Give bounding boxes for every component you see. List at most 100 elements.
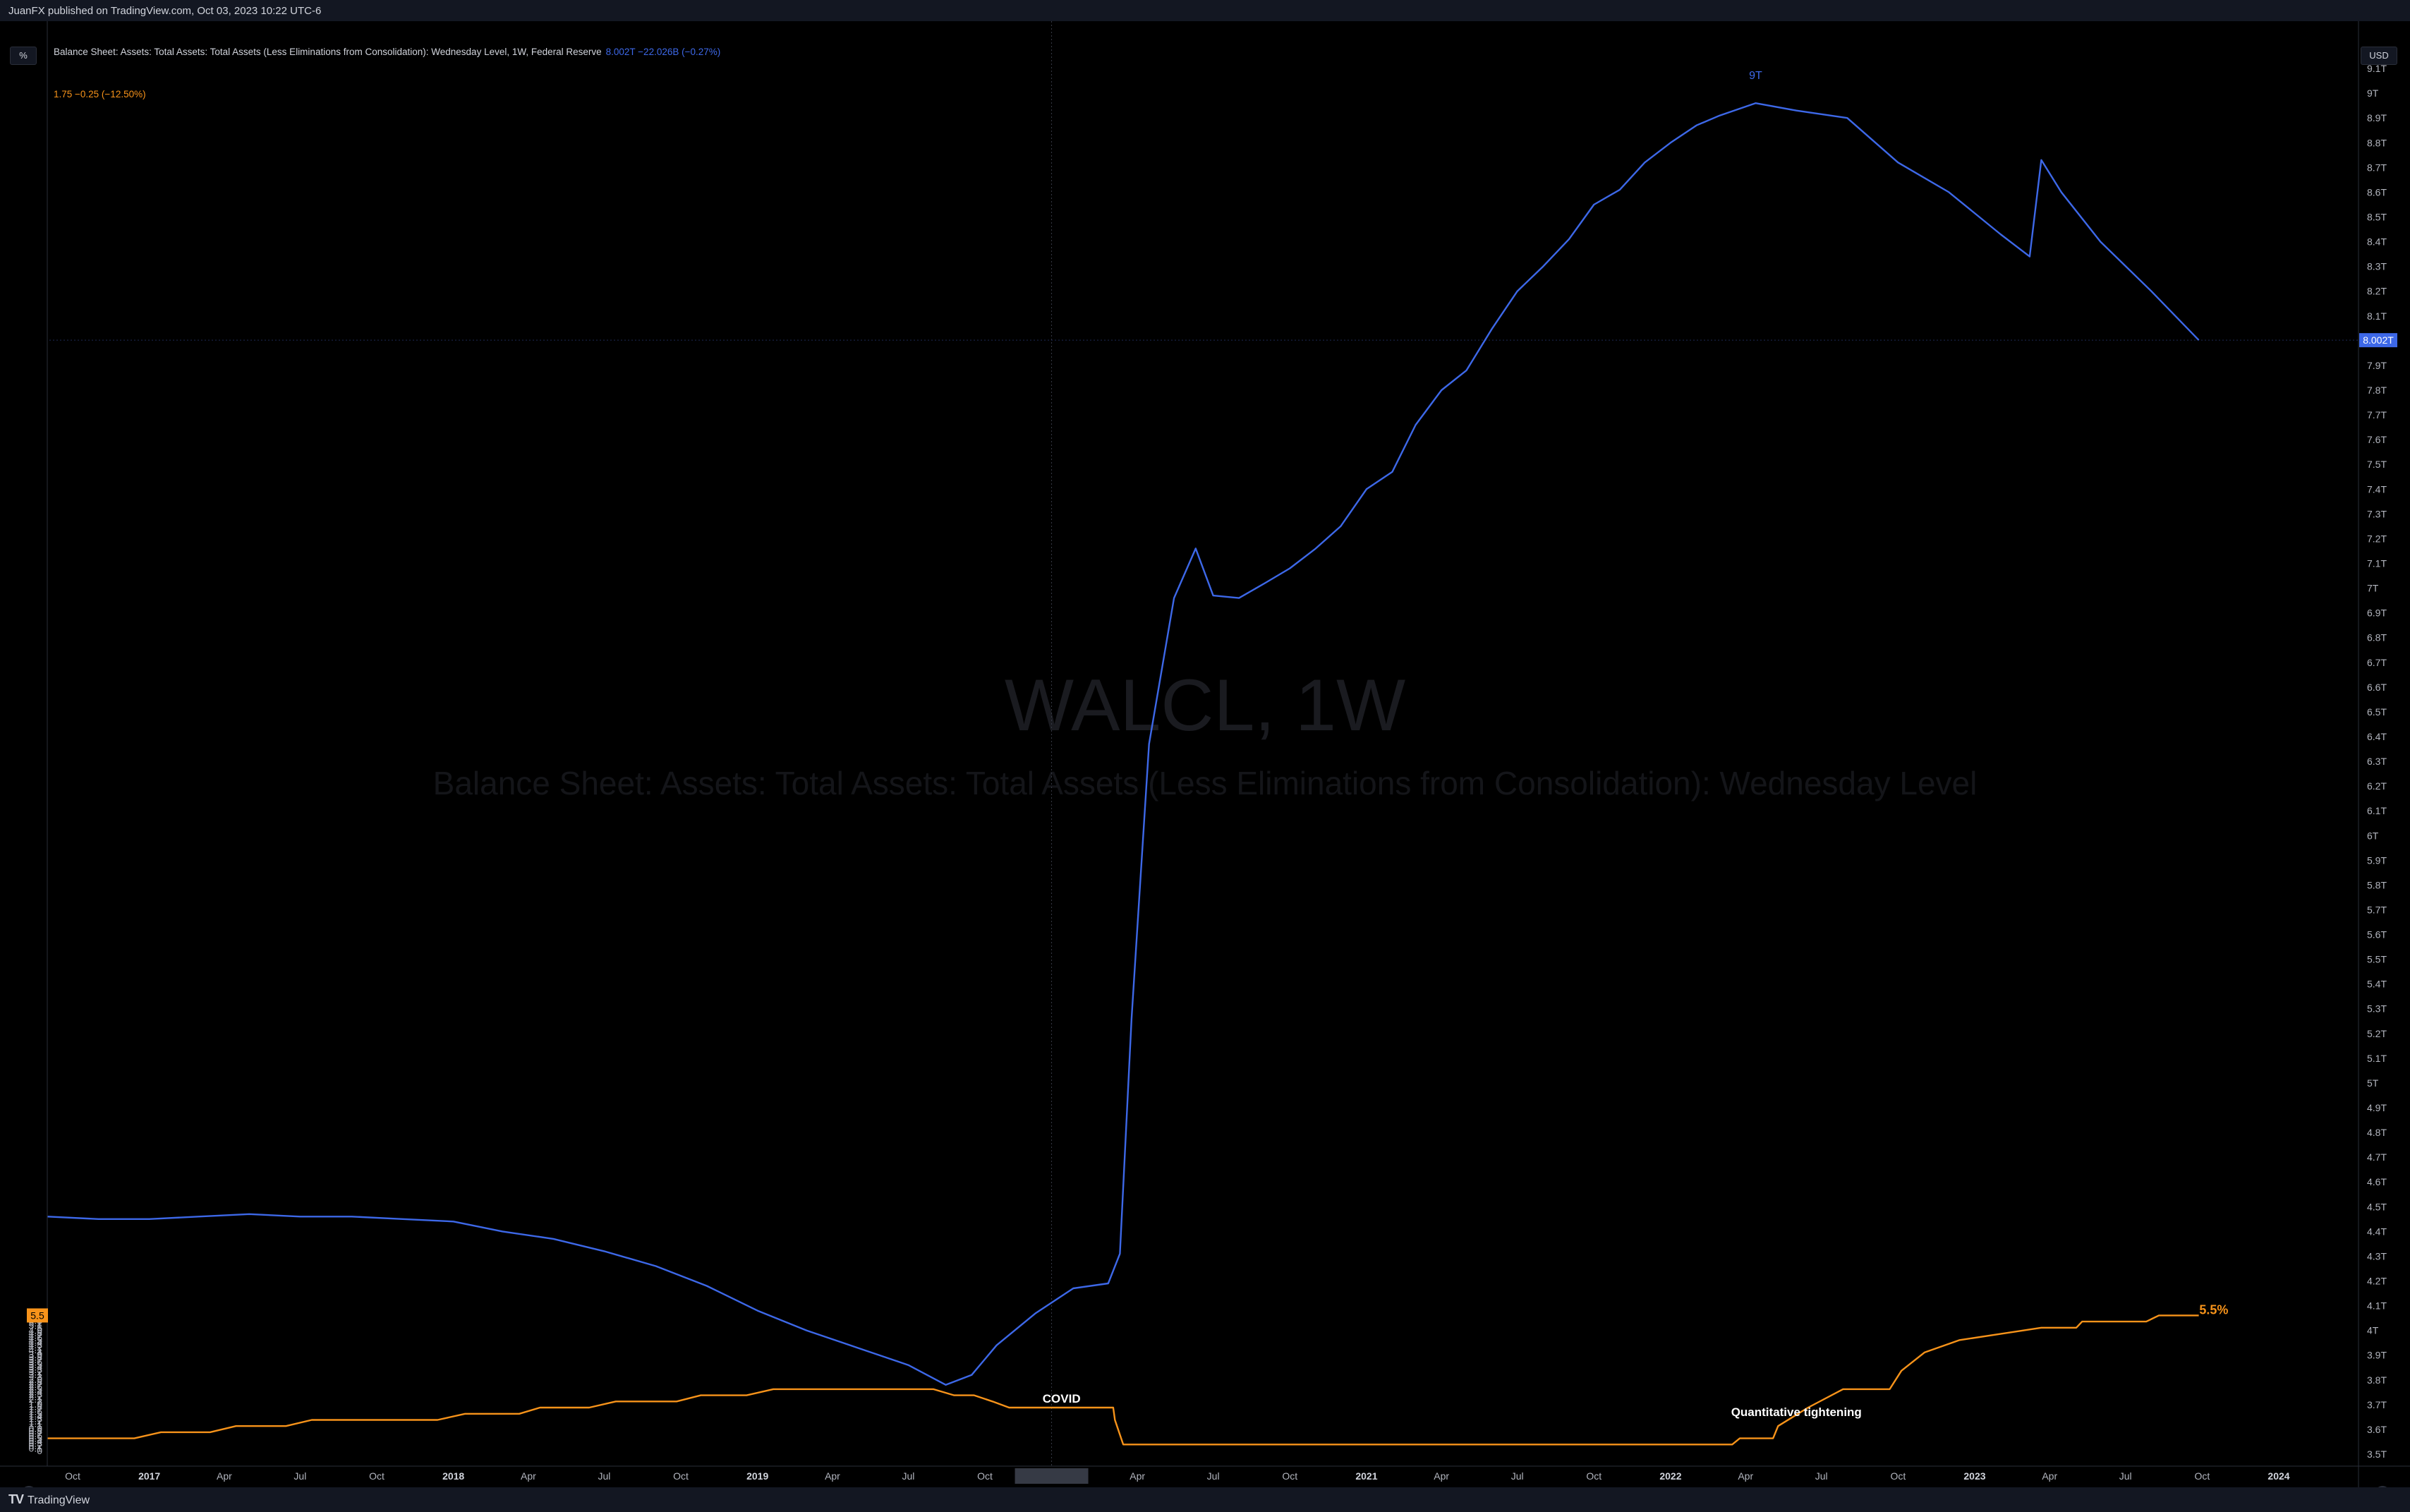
last-value-usd: 8.002T bbox=[2363, 334, 2394, 346]
right-tick-label: 7T bbox=[2367, 583, 2379, 594]
right-tick-label: 7.5T bbox=[2367, 459, 2387, 470]
right-tick-label: 4.9T bbox=[2367, 1102, 2387, 1113]
time-tick-label: Apr bbox=[825, 1470, 840, 1482]
time-tick-label: Apr bbox=[1738, 1470, 1753, 1482]
chart-svg[interactable]: WALCL, 1W Balance Sheet: Assets: Total A… bbox=[0, 21, 2410, 1487]
left-tick-label: 2.5 bbox=[29, 1384, 43, 1395]
left-tick-label: 2.9 bbox=[29, 1374, 43, 1385]
annotation-5-5-percent[interactable]: 5.5% bbox=[2199, 1302, 2228, 1317]
left-tick-label: 0.1 bbox=[29, 1443, 43, 1454]
right-price-axis[interactable]: 3.5T 3.6T 3.7T 3.8T 3.9T 4T 4.1T 4.2T 4.3T 4.4T 4.… bbox=[2367, 63, 2387, 1460]
right-tick-label: 6.3T bbox=[2367, 756, 2387, 767]
left-tick-label: 2.2 bbox=[29, 1391, 43, 1402]
left-tick-label: 0 bbox=[37, 1445, 42, 1456]
left-tick-label: 4.2 bbox=[29, 1342, 43, 1353]
right-tick-label: 8.2T bbox=[2367, 286, 2387, 297]
left-tick-label: 4.5 bbox=[29, 1334, 43, 1345]
right-tick-label: 7.1T bbox=[2367, 557, 2387, 569]
right-tick-label: 4T bbox=[2367, 1325, 2379, 1336]
time-tick-label: Jul bbox=[2119, 1470, 2132, 1482]
crosshair-date-box bbox=[1015, 1468, 1089, 1484]
right-tick-label: 5.4T bbox=[2367, 979, 2387, 990]
watermark-description: Balance Sheet: Assets: Total Assets: Tot… bbox=[433, 765, 1978, 802]
time-tick-label: Jul bbox=[902, 1470, 914, 1482]
left-tick-label: 4.6 bbox=[29, 1332, 43, 1343]
left-tick-label: 3.3 bbox=[29, 1364, 43, 1375]
right-tick-label: 7.3T bbox=[2367, 508, 2387, 519]
left-tick-label: 3.1 bbox=[29, 1369, 43, 1380]
time-tick-label: 2022 bbox=[1659, 1470, 1681, 1482]
left-tick-label: 3.6 bbox=[29, 1357, 43, 1368]
time-tick-label: 2019 bbox=[746, 1470, 768, 1482]
time-tick-label: 2017 bbox=[138, 1470, 160, 1482]
right-tick-label: 5.8T bbox=[2367, 879, 2387, 890]
left-tick-label: 1.7 bbox=[29, 1403, 43, 1415]
annotation-quantitative-tightening[interactable]: Quantitative tightening bbox=[1731, 1405, 1862, 1419]
right-tick-label: 3.5T bbox=[2367, 1449, 2387, 1460]
left-tick-label: 4.9 bbox=[29, 1324, 43, 1336]
time-tick-label: Jul bbox=[1207, 1470, 1220, 1482]
right-tick-label: 8.7T bbox=[2367, 162, 2387, 173]
legend-title: Balance Sheet: Assets: Total Assets: Tot… bbox=[54, 47, 602, 57]
right-tick-label: 6.2T bbox=[2367, 780, 2387, 792]
left-tick-label: 5 bbox=[37, 1322, 42, 1333]
percent-scale-button[interactable]: % bbox=[10, 47, 37, 65]
left-tick-label: 0.9 bbox=[29, 1423, 43, 1434]
left-tick-label: 0.8 bbox=[29, 1425, 43, 1437]
right-tick-label: 5.2T bbox=[2367, 1028, 2387, 1039]
currency-button[interactable]: USD bbox=[2361, 47, 2397, 65]
right-tick-label: 3.9T bbox=[2367, 1350, 2387, 1361]
left-tick-label: 2.6 bbox=[29, 1381, 43, 1392]
right-tick-label: 4.5T bbox=[2367, 1201, 2387, 1212]
left-tick-label: 1.6 bbox=[29, 1405, 43, 1417]
right-tick-label: 5.6T bbox=[2367, 929, 2387, 941]
left-tick-label: 2.4 bbox=[29, 1386, 43, 1397]
right-tick-label: 4.2T bbox=[2367, 1276, 2387, 1287]
right-tick-label: 7.6T bbox=[2367, 434, 2387, 445]
right-tick-label: 4.1T bbox=[2367, 1300, 2387, 1312]
legend-values: 8.002T −22.026B (−0.27%) bbox=[605, 47, 721, 57]
right-tick-label: 6.7T bbox=[2367, 657, 2387, 668]
last-value-labels: 8.002T 5.5 bbox=[27, 333, 2397, 1484]
annotation-9t[interactable]: 9T bbox=[1749, 70, 1762, 82]
footer-bar: TV TradingView bbox=[0, 1487, 2410, 1512]
left-tick-label: 1 bbox=[37, 1420, 42, 1432]
left-tick-label: 3.7 bbox=[29, 1354, 43, 1365]
series-legend[interactable]: Balance Sheet: Assets: Total Assets: Tot… bbox=[54, 47, 720, 57]
right-tick-label: 3.7T bbox=[2367, 1399, 2387, 1410]
time-tick-label: Oct bbox=[1586, 1470, 1601, 1482]
chart-area[interactable]: WALCL, 1W Balance Sheet: Assets: Total A… bbox=[0, 21, 2410, 1501]
time-tick-label: Oct bbox=[1890, 1470, 1906, 1482]
annotation-covid[interactable]: COVID bbox=[1043, 1392, 1081, 1405]
fed-funds-rate-line bbox=[47, 1314, 2199, 1446]
right-tick-label: 5.1T bbox=[2367, 1053, 2387, 1064]
time-tick-label: Apr bbox=[521, 1470, 536, 1482]
right-tick-label: 8.9T bbox=[2367, 112, 2387, 123]
right-tick-label: 6T bbox=[2367, 830, 2379, 841]
left-tick-label: 3 bbox=[37, 1372, 42, 1383]
tradingview-logo[interactable]: TV TradingView bbox=[8, 1492, 90, 1507]
left-tick-label: 4.3 bbox=[29, 1339, 43, 1350]
left-tick-label: 4.4 bbox=[29, 1337, 43, 1348]
right-tick-label: 7.9T bbox=[2367, 360, 2387, 371]
right-tick-label: 9T bbox=[2367, 87, 2379, 99]
right-tick-label: 6.4T bbox=[2367, 731, 2387, 742]
rate-legend[interactable]: 1.75 −0.25 (−12.50%) bbox=[54, 89, 146, 99]
right-tick-label: 7.8T bbox=[2367, 385, 2387, 396]
time-tick-label: Oct bbox=[369, 1470, 384, 1482]
time-tick-label: Oct bbox=[673, 1470, 689, 1482]
time-tick-label: Oct bbox=[2194, 1470, 2210, 1482]
right-tick-label: 6.1T bbox=[2367, 805, 2387, 816]
right-tick-label: 6.6T bbox=[2367, 682, 2387, 693]
brand-text: TradingView bbox=[28, 1494, 90, 1506]
time-axis[interactable]: Oct 2017 Apr Jul Oct 2018 Apr Jul Oct 2019 Apr Jul O… bbox=[0, 21, 2410, 1487]
left-price-axis[interactable]: 00.10.20.30.40.50.60.70.80.911.11.21.31.… bbox=[29, 1307, 43, 1456]
right-tick-label: 8.1T bbox=[2367, 310, 2387, 322]
crosshair bbox=[49, 21, 2358, 1466]
right-tick-label: 9.1T bbox=[2367, 63, 2387, 74]
right-tick-label: 7.2T bbox=[2367, 533, 2387, 544]
right-tick-label: 4.7T bbox=[2367, 1151, 2387, 1163]
left-tick-label: 1.5 bbox=[29, 1408, 43, 1420]
left-tick-label: 1.3 bbox=[29, 1413, 43, 1425]
last-value-pct: 5.5 bbox=[30, 1310, 44, 1321]
